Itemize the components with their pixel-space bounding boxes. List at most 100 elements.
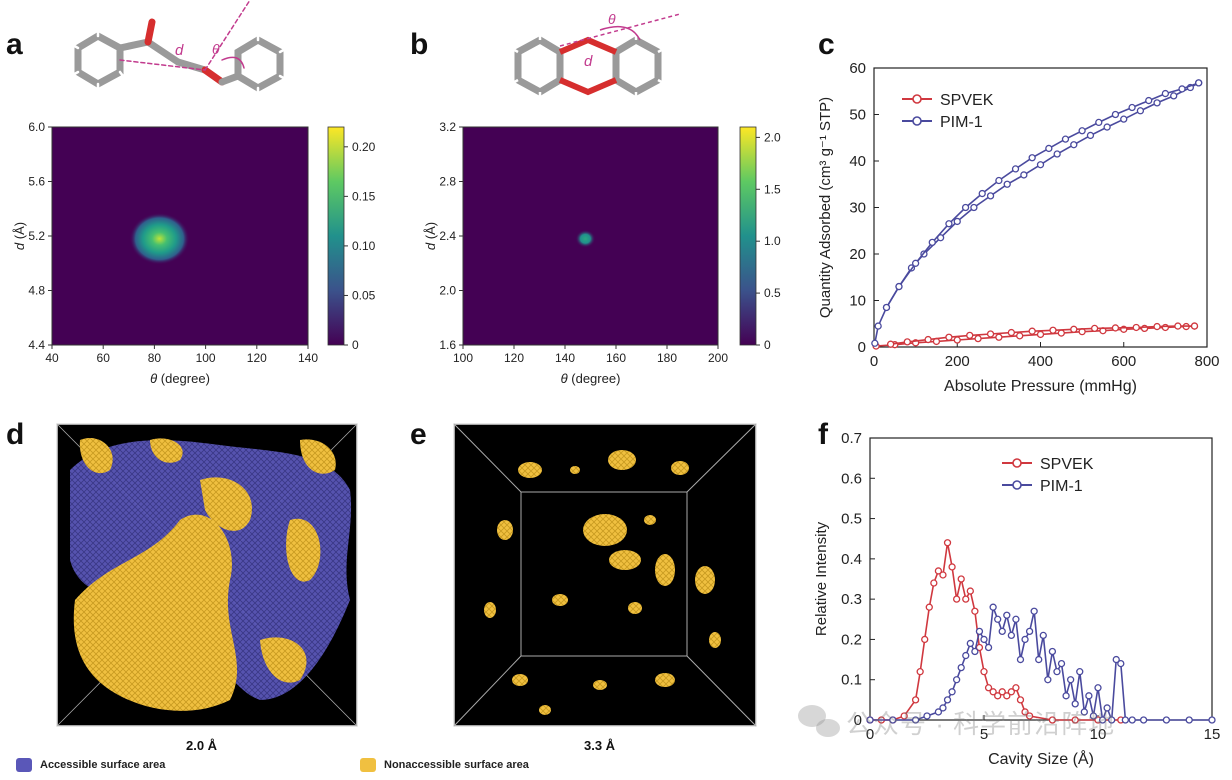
pim-1-point bbox=[939, 704, 947, 712]
spvek-desorption-point bbox=[1111, 324, 1120, 332]
molecule-b-d-label: d bbox=[584, 53, 593, 70]
pim-1-point bbox=[1066, 676, 1075, 684]
spvek-point bbox=[957, 575, 965, 583]
spvek-desorption-point bbox=[1190, 322, 1199, 330]
spvek-adsorption-point bbox=[1016, 332, 1024, 340]
spvek-line bbox=[870, 542, 1121, 721]
legend-spvek-marker bbox=[1012, 458, 1022, 468]
spvek-point bbox=[1071, 716, 1079, 724]
y-tick-label: 1.6 bbox=[439, 338, 456, 352]
spvek-desorption-point bbox=[945, 333, 953, 341]
pim-1-desorption-point bbox=[1028, 154, 1036, 162]
pim-1-desorption-point bbox=[1178, 85, 1186, 93]
legend-spvek-label: SPVEK bbox=[940, 92, 994, 109]
pim-1-point bbox=[984, 643, 993, 652]
y-tick-label: 50 bbox=[849, 107, 866, 124]
pim-1-point bbox=[911, 716, 920, 724]
y-tick-label: 2.0 bbox=[439, 284, 456, 298]
panel-label-a: a bbox=[6, 28, 23, 61]
spvek-desorption-point bbox=[1174, 322, 1182, 330]
spvek-desorption-point bbox=[1132, 323, 1140, 332]
spvek-adsorption-point bbox=[1161, 323, 1170, 332]
panel-e-render bbox=[453, 423, 757, 727]
y-tick-label: 6.0 bbox=[28, 120, 45, 134]
pim-1-point bbox=[1185, 716, 1193, 724]
pim-1-adsorption-point bbox=[936, 234, 945, 242]
pim-1-desorption-point bbox=[995, 176, 1003, 185]
legend-accessible: Accessible surface area bbox=[16, 758, 165, 772]
spvek-adsorption-point bbox=[1036, 330, 1045, 339]
spvek-desorption-point bbox=[903, 338, 911, 346]
x-tick-label: 200 bbox=[708, 351, 728, 365]
pim-1-point bbox=[1030, 607, 1038, 615]
pim-1-desorption-point bbox=[1111, 110, 1120, 119]
spvek-point bbox=[1048, 716, 1057, 724]
spvek-adsorption-point bbox=[974, 334, 982, 343]
y-tick-label: 0 bbox=[858, 339, 866, 356]
pim-1-point bbox=[1085, 692, 1093, 700]
x-tick-label: 100 bbox=[453, 351, 473, 365]
pim-1-adsorption-point bbox=[970, 203, 978, 212]
x-tick-label: 120 bbox=[247, 351, 267, 365]
x-tick-label: 140 bbox=[555, 351, 575, 365]
pim-1-point bbox=[1044, 676, 1052, 684]
y-tick-label: 0.4 bbox=[841, 551, 862, 568]
spvek-point bbox=[925, 603, 933, 611]
spvek-point bbox=[952, 595, 961, 603]
spvek-point bbox=[971, 607, 979, 615]
pim-1-point bbox=[934, 708, 943, 716]
watermark: 公众号 · 科学前沿阵地 bbox=[846, 709, 1116, 739]
legend-accessible-label: Accessible surface area bbox=[40, 759, 166, 771]
pim-1-adsorption-point bbox=[871, 339, 879, 347]
spvek-point bbox=[1025, 712, 1034, 720]
pim-1-point bbox=[1007, 631, 1016, 640]
x-tick-label: 800 bbox=[1194, 353, 1219, 370]
legend-nonaccessible-label: Nonaccessible surface area bbox=[384, 759, 529, 771]
spvek-point bbox=[980, 668, 988, 676]
spvek-desorption-line bbox=[890, 325, 1195, 345]
colorbar-tick-label: 0.20 bbox=[352, 140, 376, 154]
colorbar-tick-label: 0.15 bbox=[352, 189, 376, 203]
pim-1-point bbox=[975, 627, 984, 636]
legend-spvek-marker bbox=[912, 94, 922, 104]
pim-1-desorption-point bbox=[945, 220, 953, 228]
x-tick-label: 10 bbox=[1090, 726, 1107, 743]
pim-1-point bbox=[1094, 684, 1102, 692]
x-tick-label: 60 bbox=[97, 351, 111, 365]
legend-pim-1-marker bbox=[1012, 480, 1022, 490]
x-tick-label: 80 bbox=[148, 351, 162, 365]
pim-1-point bbox=[971, 647, 979, 656]
spvek-desorption-point bbox=[924, 335, 932, 344]
pim-1-point bbox=[994, 615, 1002, 623]
y-tick-label: 2.8 bbox=[439, 175, 456, 189]
pim-1-adsorption-point bbox=[1120, 115, 1128, 123]
pim-1-point bbox=[1057, 659, 1066, 668]
x-axis-label: θ (degree) bbox=[150, 371, 210, 386]
colorbar-b bbox=[739, 126, 757, 346]
pim-1-desorption-point bbox=[1095, 118, 1103, 127]
colorbar-tick-label: 0.10 bbox=[352, 239, 376, 253]
pim-1-point bbox=[966, 639, 974, 648]
pim-1-point bbox=[948, 688, 956, 696]
pim-1-adsorption-point bbox=[874, 322, 882, 330]
pim-1-adsorption-point bbox=[1153, 99, 1161, 107]
y-tick-label: 30 bbox=[849, 200, 866, 217]
x-tick-label: 40 bbox=[45, 351, 59, 365]
spvek-point bbox=[943, 539, 952, 547]
colorbar-tick-label: 1.5 bbox=[764, 182, 781, 196]
panel-label-b: b bbox=[410, 28, 429, 61]
spvek-point bbox=[934, 567, 943, 575]
x-tick-label: 600 bbox=[1111, 353, 1136, 370]
plot-frame-f bbox=[869, 437, 1213, 721]
pim-1-adsorption-point bbox=[1136, 107, 1145, 115]
y-tick-label: 5.6 bbox=[28, 175, 45, 189]
spvek-desorption-point bbox=[1007, 328, 1016, 337]
heatmap-a-peak bbox=[129, 212, 190, 265]
heatmap-b: 100 120 140 160 180 200 1.6 2.0 2.4 2.8 3.2 θ (degr… bbox=[423, 120, 781, 386]
pim-1-point bbox=[1035, 655, 1043, 664]
pim-1-point bbox=[1012, 615, 1020, 623]
y-axis-label: Relative Intensity bbox=[813, 521, 830, 636]
pim-1-point bbox=[1071, 700, 1079, 708]
colorbar-tick-label: 0 bbox=[352, 338, 359, 352]
pim-1-point bbox=[1121, 716, 1130, 724]
